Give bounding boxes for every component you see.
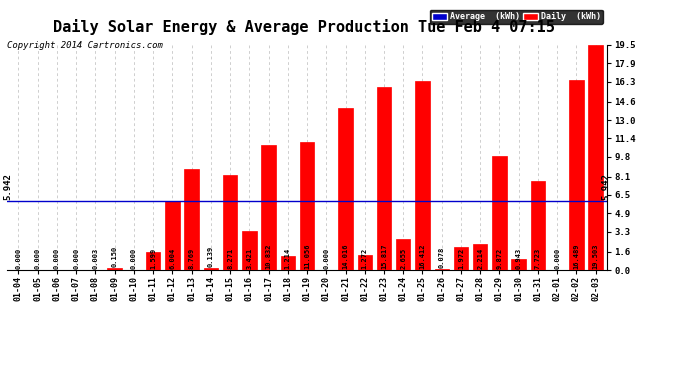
Bar	[396, 239, 411, 270]
Bar	[184, 169, 199, 270]
Bar	[473, 244, 487, 270]
Bar	[357, 255, 372, 270]
Text: 0.003: 0.003	[92, 248, 99, 269]
Text: Daily Solar Energy & Average Production Tue Feb 4 07:15: Daily Solar Energy & Average Production …	[52, 19, 555, 35]
Text: 1.214: 1.214	[285, 248, 290, 269]
Text: 0.000: 0.000	[54, 248, 60, 269]
Bar	[165, 201, 179, 270]
Bar	[242, 231, 257, 270]
Bar	[281, 256, 295, 270]
Bar	[223, 175, 237, 270]
Text: 0.150: 0.150	[112, 246, 118, 267]
Text: 19.503: 19.503	[593, 244, 599, 269]
Text: 5.942: 5.942	[602, 173, 611, 200]
Text: 1.599: 1.599	[150, 248, 156, 269]
Text: 11.056: 11.056	[304, 244, 310, 269]
Bar	[531, 181, 545, 270]
Text: 1.972: 1.972	[458, 248, 464, 269]
Bar	[415, 81, 430, 270]
Text: Copyright 2014 Cartronics.com: Copyright 2014 Cartronics.com	[7, 41, 163, 50]
Text: 16.412: 16.412	[420, 244, 426, 269]
Bar	[108, 268, 122, 270]
Bar	[300, 142, 314, 270]
Text: 2.655: 2.655	[400, 248, 406, 269]
Bar	[338, 108, 353, 270]
Text: 8.769: 8.769	[188, 248, 195, 269]
Text: 5.942: 5.942	[3, 173, 12, 200]
Bar	[492, 156, 506, 270]
Text: 7.723: 7.723	[535, 248, 541, 269]
Text: 9.872: 9.872	[496, 248, 502, 269]
Text: 3.421: 3.421	[246, 248, 253, 269]
Text: 0.000: 0.000	[15, 248, 21, 269]
Text: 0.943: 0.943	[515, 248, 522, 269]
Text: 8.271: 8.271	[227, 248, 233, 269]
Bar	[589, 45, 603, 270]
Text: 0.139: 0.139	[208, 246, 214, 267]
Text: 0.000: 0.000	[324, 248, 329, 269]
Text: 6.004: 6.004	[169, 248, 175, 269]
Bar	[569, 80, 584, 270]
Text: 0.000: 0.000	[554, 248, 560, 269]
Text: 15.817: 15.817	[381, 244, 387, 269]
Legend: Average  (kWh), Daily  (kWh): Average (kWh), Daily (kWh)	[430, 10, 603, 24]
Text: 0.000: 0.000	[73, 248, 79, 269]
Bar	[511, 259, 526, 270]
Bar	[454, 247, 469, 270]
Text: 0.000: 0.000	[131, 248, 137, 269]
Bar	[146, 252, 160, 270]
Bar	[435, 269, 449, 270]
Bar	[204, 268, 218, 270]
Text: 10.832: 10.832	[266, 244, 272, 269]
Bar	[377, 87, 391, 270]
Text: 0.078: 0.078	[439, 247, 445, 268]
Text: 2.214: 2.214	[477, 248, 483, 269]
Text: 1.272: 1.272	[362, 248, 368, 269]
Text: 0.000: 0.000	[34, 248, 41, 269]
Text: 16.489: 16.489	[573, 244, 580, 269]
Text: 14.016: 14.016	[342, 244, 348, 269]
Bar	[262, 145, 276, 270]
